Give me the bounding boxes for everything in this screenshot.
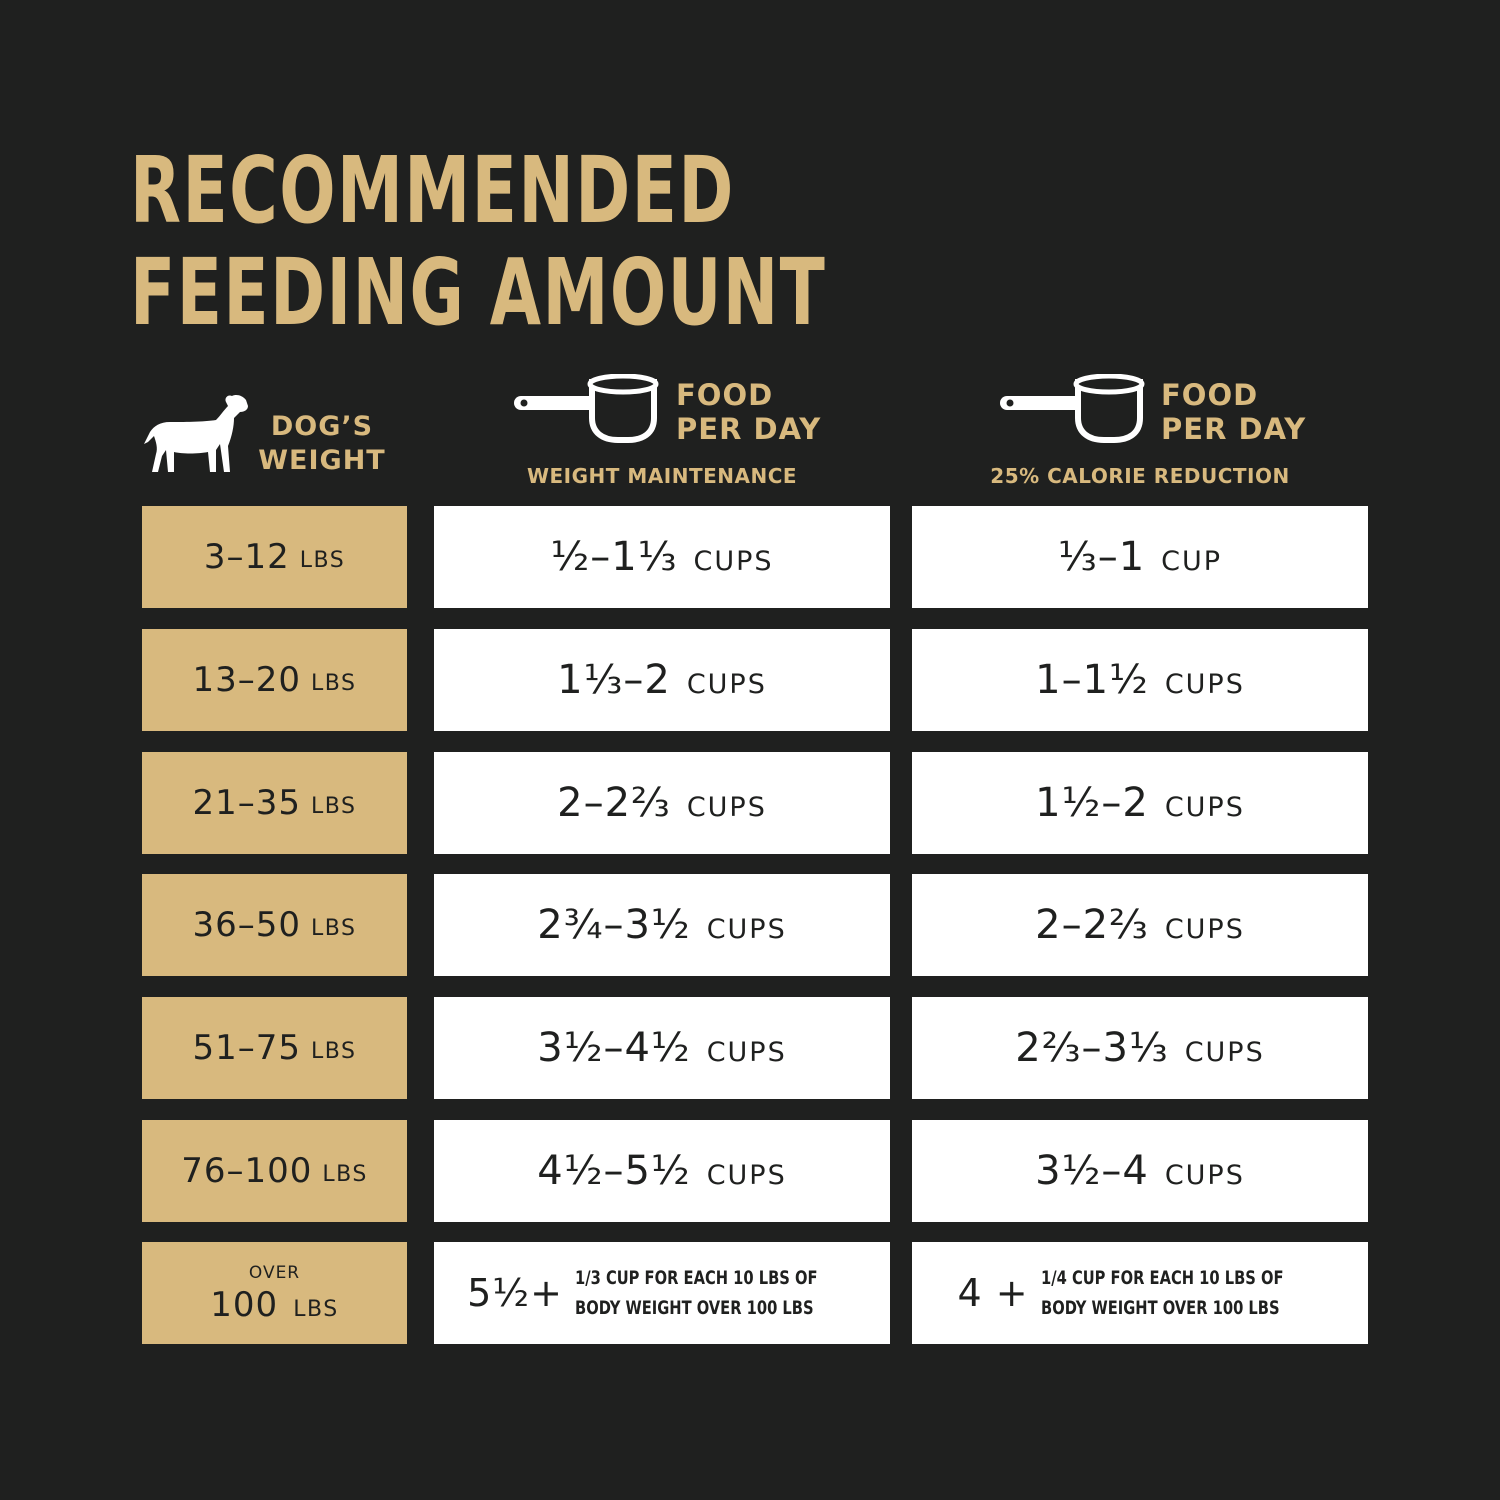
- weight-over-label: OVER: [248, 1262, 301, 1283]
- table-row: 21–35 LBS 2–2⅔ CUPS 1½–2 CUPS: [142, 752, 1368, 854]
- weight-unit: LBS: [311, 670, 357, 696]
- maintenance-header-line-1: FOOD: [676, 378, 774, 412]
- table-row: OVER 100 LBS 5½+ 1/3 CUP FOR EACH 10 LBS…: [142, 1242, 1368, 1344]
- measuring-cup-icon: [1000, 374, 1145, 443]
- weight-unit: LBS: [322, 1161, 368, 1187]
- maintenance-amount: ½–1⅓: [550, 534, 678, 580]
- reduction-amount: 3½–4: [1035, 1148, 1149, 1194]
- weight-cell: 13–20 LBS: [142, 629, 407, 731]
- table-row: 3–12 LBS ½–1⅓ CUPS ⅓–1 CUP: [142, 506, 1368, 608]
- maintenance-header-line-2: PER DAY: [676, 412, 822, 446]
- table-row: 76–100 LBS 4½–5½ CUPS 3½–4 CUPS: [142, 1120, 1368, 1222]
- reduction-amount: ⅓–1: [1057, 534, 1146, 580]
- weight-cell: 21–35 LBS: [142, 752, 407, 854]
- maintenance-cell: 1⅓–2 CUPS: [434, 629, 890, 731]
- table-row: 36–50 LBS 2¾–3½ CUPS 2–2⅔ CUPS: [142, 874, 1368, 976]
- reduction-header-line-2: PER DAY: [1161, 412, 1307, 446]
- maintenance-cell: 2–2⅔ CUPS: [434, 752, 890, 854]
- table-row: 13–20 LBS 1⅓–2 CUPS 1–1½ CUPS: [142, 629, 1368, 731]
- weight-range: 21–35: [192, 783, 302, 823]
- maintenance-cell: ½–1⅓ CUPS: [434, 506, 890, 608]
- measuring-cup-icon: [514, 374, 659, 443]
- reduction-amount: 2–2⅔: [1035, 902, 1149, 948]
- maintenance-unit: CUPS: [706, 1036, 787, 1068]
- weight-cell: 76–100 LBS: [142, 1120, 407, 1222]
- reduction-cell: 4 + 1/4 CUP FOR EACH 10 LBS OF BODY WEIG…: [912, 1242, 1368, 1344]
- reduction-cell: 1½–2 CUPS: [912, 752, 1368, 854]
- weight-cell: 3–12 LBS: [142, 506, 407, 608]
- weight-unit: LBS: [293, 1296, 339, 1322]
- maintenance-amount: 1⅓–2: [557, 657, 671, 703]
- header-calorie-reduction: FOOD PER DAY 25% CALORIE REDUCTION: [912, 372, 1368, 492]
- table-row: 51–75 LBS 3½–4½ CUPS 2⅔–3⅓ CUPS: [142, 997, 1368, 1099]
- weight-range: 100: [210, 1284, 279, 1325]
- reduction-unit: CUPS: [1184, 1036, 1265, 1068]
- maintenance-amount: 2¾–3½: [537, 902, 691, 948]
- weight-unit: LBS: [311, 915, 357, 941]
- dog-silhouette-icon: [144, 395, 248, 472]
- maintenance-amount: 2–2⅔: [557, 780, 671, 826]
- weight-unit: LBS: [299, 547, 346, 573]
- weight-unit: LBS: [311, 1038, 357, 1064]
- header-dogs-weight: DOG’S WEIGHT: [142, 392, 412, 482]
- maintenance-cell: 4½–5½ CUPS: [434, 1120, 890, 1222]
- header-weight-maintenance: FOOD PER DAY WEIGHT MAINTENANCE: [434, 372, 890, 492]
- reduction-cell: 2–2⅔ CUPS: [912, 874, 1368, 976]
- title-line-1: RECOMMENDED: [130, 137, 735, 244]
- weight-cell: OVER 100 LBS: [142, 1242, 407, 1344]
- maintenance-amount: 5½+: [467, 1271, 563, 1315]
- maintenance-note-line-1: 1/3 CUP FOR EACH 10 LBS OF: [574, 1267, 818, 1289]
- maintenance-unit: CUPS: [686, 791, 767, 823]
- reduction-cell: 3½–4 CUPS: [912, 1120, 1368, 1222]
- reduction-amount: 2⅔–3⅓: [1015, 1025, 1169, 1071]
- weight-cell: 51–75 LBS: [142, 997, 407, 1099]
- reduction-cell: 1–1½ CUPS: [912, 629, 1368, 731]
- reduction-unit: CUPS: [1164, 1159, 1245, 1191]
- maintenance-amount: 3½–4½: [537, 1025, 691, 1071]
- reduction-unit: CUPS: [1164, 668, 1245, 700]
- maintenance-unit: CUPS: [693, 545, 774, 577]
- reduction-subheader: 25% CALORIE REDUCTION: [990, 464, 1290, 488]
- title-line-2: FEEDING AMOUNT: [130, 239, 827, 346]
- reduction-unit: CUPS: [1164, 913, 1245, 945]
- maintenance-cell: 2¾–3½ CUPS: [434, 874, 890, 976]
- weight-range: 3–12: [203, 537, 290, 577]
- reduction-note: 1/4 CUP FOR EACH 10 LBS OF BODY WEIGHT O…: [1041, 1263, 1284, 1323]
- reduction-note-line-2: BODY WEIGHT OVER 100 LBS: [1040, 1297, 1280, 1319]
- weight-range: 13–20: [192, 660, 302, 700]
- reduction-amount: 4 +: [957, 1271, 1029, 1315]
- weight-range: 76–100: [181, 1151, 313, 1191]
- reduction-header-line-1: FOOD: [1161, 378, 1259, 412]
- maintenance-note: 1/3 CUP FOR EACH 10 LBS OF BODY WEIGHT O…: [575, 1263, 818, 1323]
- weight-unit: LBS: [311, 793, 357, 819]
- reduction-note-line-1: 1/4 CUP FOR EACH 10 LBS OF: [1040, 1267, 1284, 1289]
- maintenance-unit: CUPS: [706, 913, 787, 945]
- maintenance-cell: 3½–4½ CUPS: [434, 997, 890, 1099]
- reduction-amount: 1½–2: [1035, 780, 1149, 826]
- weight-cell: 36–50 LBS: [142, 874, 407, 976]
- maintenance-note-line-2: BODY WEIGHT OVER 100 LBS: [574, 1297, 814, 1319]
- reduction-unit: CUPS: [1164, 791, 1245, 823]
- reduction-unit: CUP: [1161, 545, 1223, 577]
- weight-range: 36–50: [192, 905, 302, 945]
- weight-header-line-1: DOG’S: [270, 411, 374, 442]
- weight-range: 51–75: [192, 1028, 302, 1068]
- page-title: RECOMMENDED FEEDING AMOUNT: [130, 140, 826, 344]
- reduction-cell: 2⅔–3⅓ CUPS: [912, 997, 1368, 1099]
- maintenance-cell: 5½+ 1/3 CUP FOR EACH 10 LBS OF BODY WEIG…: [434, 1242, 890, 1344]
- weight-header-line-2: WEIGHT: [258, 445, 386, 476]
- reduction-cell: ⅓–1 CUP: [912, 506, 1368, 608]
- maintenance-unit: CUPS: [686, 668, 767, 700]
- maintenance-amount: 4½–5½: [537, 1148, 691, 1194]
- reduction-amount: 1–1½: [1035, 657, 1149, 703]
- maintenance-unit: CUPS: [706, 1159, 787, 1191]
- maintenance-subheader: WEIGHT MAINTENANCE: [526, 464, 798, 488]
